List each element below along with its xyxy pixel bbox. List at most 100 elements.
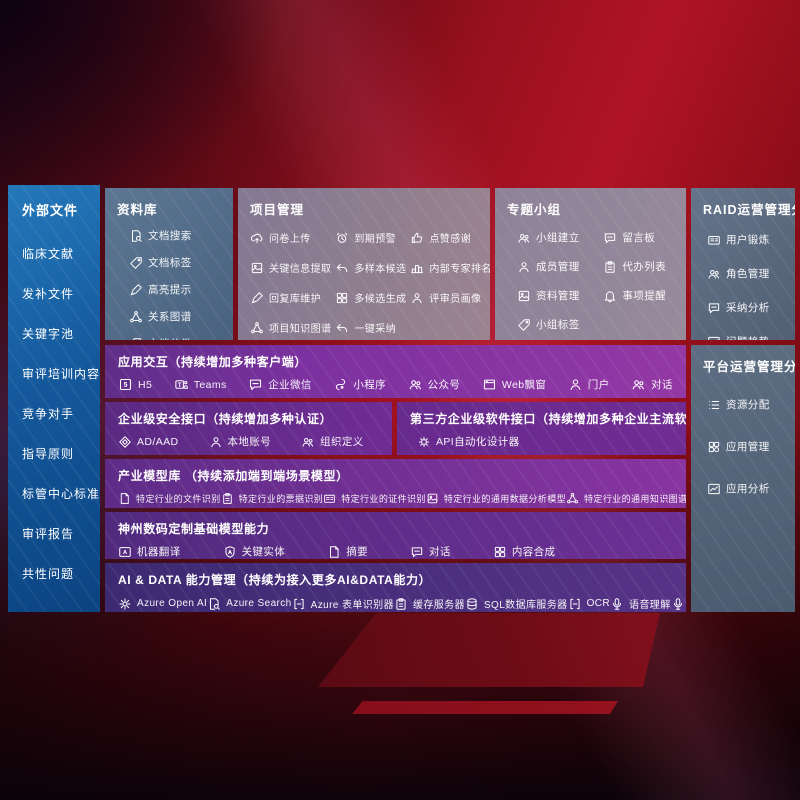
feature-item: 门户 xyxy=(568,377,610,392)
feature-label: 资源分配 xyxy=(726,399,770,411)
feature-item: 问题趋势 xyxy=(707,334,789,340)
feature-label: Azure 表单识别器 xyxy=(310,600,394,611)
feature-label: 用户锻炼 xyxy=(726,234,770,246)
feature-item: 内部专家排名 xyxy=(410,260,490,275)
member-icon xyxy=(517,260,531,274)
feature-label: 小组建立 xyxy=(536,232,580,244)
sidebar-item: 竞争对手 xyxy=(22,405,100,422)
feature-label: 文档搜索 xyxy=(148,230,192,242)
feature-item: 关系图谱 xyxy=(129,309,225,324)
panel-title: 平台运营管理分析 xyxy=(703,360,795,374)
chat-icon xyxy=(410,545,424,559)
feature-label: 资料管理 xyxy=(536,290,580,302)
panel-title: 项目管理 xyxy=(250,203,305,217)
feature-item: 事项提醒 xyxy=(603,288,680,303)
panel-title: RAID运营管理分析 xyxy=(703,203,795,217)
highlighter-icon xyxy=(129,283,143,297)
kg-model-icon xyxy=(566,492,579,505)
raid-analysis-panel: RAID运营管理分析 用户锻炼角色管理采纳分析问题趋势 xyxy=(691,188,795,340)
feature-item: 特定行业的通用知识图谱模型 xyxy=(566,492,686,505)
feature-label: OCR xyxy=(586,598,610,609)
feature-item: 用户锻炼 xyxy=(707,232,789,247)
portal-icon xyxy=(568,377,583,392)
sidebar-item-label: 发补文件 xyxy=(22,287,75,301)
feature-label: Web飘窗 xyxy=(501,379,547,391)
groups-list: 小组建立 留言板 成员管理 代办列表 资料管理 事项提醒 小组标签 xyxy=(495,222,686,332)
feature-label: 文档分类 xyxy=(148,336,192,340)
feature-item: 采纳分析 xyxy=(707,300,789,315)
feature-item: 特定行业的证件识别 xyxy=(323,492,426,505)
panel-title: 资料库 xyxy=(117,203,158,217)
feature-label: 成员管理 xyxy=(536,261,580,273)
miniprogram-icon xyxy=(333,377,348,392)
tts-icon xyxy=(671,597,685,611)
puzzle-icon xyxy=(335,291,349,305)
feature-label: 机器翻译 xyxy=(137,546,181,558)
feature-label: 语音理解 xyxy=(629,600,671,611)
doc-classify-icon xyxy=(129,337,143,341)
feature-item: 摘要 xyxy=(327,544,368,559)
feature-label: 关键信息提取 xyxy=(269,264,332,275)
feature-item: Azure 表单识别器 xyxy=(292,596,394,611)
feature-label: 小程序 xyxy=(353,379,387,391)
sidebar-item-label: 审评培训内容 xyxy=(22,367,100,381)
feature-item: SQL数据库服务器 xyxy=(465,596,568,611)
feature-label: 评审员画像 xyxy=(429,294,482,305)
feature-label: 采纳分析 xyxy=(726,302,770,314)
tag-icon xyxy=(129,256,143,270)
feature-label: 应用分析 xyxy=(726,483,770,495)
feature-label: 代办列表 xyxy=(622,261,667,273)
security-interface-row: 企业级安全接口（持续增加多种认证） AD/AAD 本地账号 组织定义 xyxy=(105,402,392,455)
feature-label: 门户 xyxy=(587,379,610,391)
h5-icon xyxy=(118,377,133,392)
pen-icon xyxy=(250,291,264,305)
teams-icon xyxy=(174,377,189,392)
project-management-panel: 项目管理 问卷上传 到期预警 点赞感谢 关键信息提取 多样本候选 内部专家排名 回复库维护 多… xyxy=(238,188,490,340)
feature-label: 内容合成 xyxy=(511,546,556,558)
qa-bubble-icon xyxy=(707,301,721,315)
local-account-icon xyxy=(209,435,223,449)
panel-title: 外部文件 xyxy=(22,203,79,218)
feature-item: AD/AAD xyxy=(118,435,179,449)
sidebar-item: 审评报告 xyxy=(22,525,100,542)
official-account-icon xyxy=(408,377,423,392)
project-list: 问卷上传 到期预警 点赞感谢 关键信息提取 多样本候选 内部专家排名 回复库维护 多候选生成 评… xyxy=(238,222,490,335)
feature-item: API自动化设计器 xyxy=(417,434,520,449)
feature-label: 留言板 xyxy=(622,232,656,244)
feature-item: 回复库维护 xyxy=(250,290,331,305)
feature-item: TTS xyxy=(671,597,686,611)
sidebar-item-label: 审评报告 xyxy=(22,527,75,541)
feature-item: 本地账号 xyxy=(209,434,272,449)
feature-label: 项目知识图谱 xyxy=(269,324,332,335)
feature-item: Azure Search xyxy=(207,597,291,611)
sidebar-item: 审评培训内容 xyxy=(22,365,100,382)
feature-label: 对话 xyxy=(429,546,451,558)
sql-db-icon xyxy=(465,597,479,611)
feature-label: 到期预警 xyxy=(354,234,397,245)
feature-item: OCR xyxy=(568,597,610,611)
alarm-icon xyxy=(335,231,349,245)
feature-item: 企业微信 xyxy=(248,377,312,392)
library-list: 文档搜索文档标签高亮提示关系图谱文档分类 xyxy=(105,222,233,340)
api-designer-icon xyxy=(417,435,431,449)
cloud-upload-icon xyxy=(250,231,264,245)
feature-label: 多样本候选 xyxy=(354,264,407,275)
industry-models-row: 产业模型库 （持续添加端到端场景模型） 特定行业的文件识别 特定行业的票据识别 特定… xyxy=(105,459,686,508)
app-interaction-row: 应用交互（持续增加多种客户端） H5 Teams 企业微信 小程序 公众号 Web飘窗 门户… xyxy=(105,345,686,398)
person-icon xyxy=(410,291,424,305)
sidebar-item-label: 竞争对手 xyxy=(22,407,75,421)
ad-icon xyxy=(118,435,132,449)
feature-item: 内容合成 xyxy=(493,544,556,559)
feature-label: 一键采纳 xyxy=(354,324,397,335)
feature-label: 特定行业的文件识别 xyxy=(136,494,221,504)
feature-item: 角色管理 xyxy=(707,266,789,281)
cache-server-icon xyxy=(394,597,408,611)
bell-icon xyxy=(603,289,617,303)
panel-title: 专题小组 xyxy=(507,203,562,217)
sidebar-item-label: 指导原则 xyxy=(22,447,75,461)
background-shape xyxy=(352,701,618,714)
feature-item: 小组建立 xyxy=(517,230,597,245)
feature-item: Azure Open AI xyxy=(118,597,207,611)
feature-item: 应用分析 xyxy=(707,481,789,496)
